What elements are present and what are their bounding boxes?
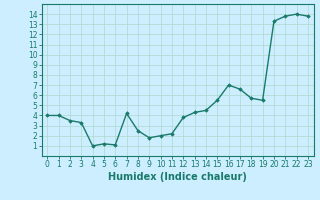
X-axis label: Humidex (Indice chaleur): Humidex (Indice chaleur)	[108, 172, 247, 182]
